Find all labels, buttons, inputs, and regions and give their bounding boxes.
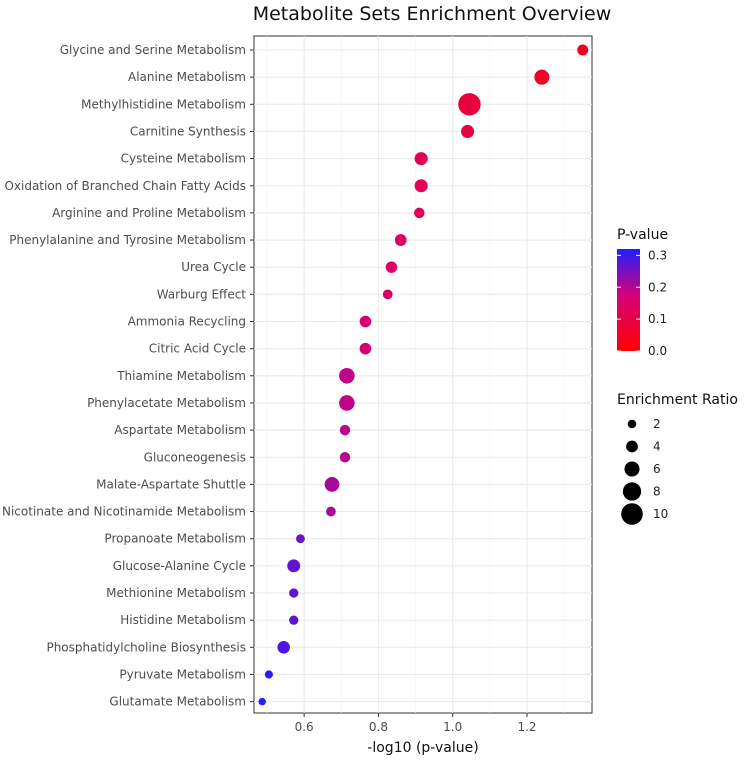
data-point: [277, 641, 291, 654]
plot-panel-border: [253, 35, 593, 714]
y-tick-label: Aspartate Metabolism: [114, 423, 246, 437]
pvalue-colorbar: [617, 249, 640, 351]
colorbar-tick-label: 0.3: [648, 248, 667, 262]
data-point: [385, 261, 398, 273]
data-point: [339, 424, 351, 436]
y-tick-label: Phenylalanine and Tyrosine Metabolism: [9, 233, 246, 247]
y-axis-ticks: [250, 49, 254, 703]
y-tick-label: Methionine Metabolism: [106, 586, 246, 600]
data-point: [339, 368, 355, 384]
data-point: [258, 697, 266, 706]
size-key-label: 4: [653, 440, 661, 454]
data-point: [577, 44, 589, 56]
size-key-dot: [622, 482, 642, 501]
size-key-label: 10: [653, 507, 668, 521]
data-points: [258, 44, 589, 706]
size-key-dot: [627, 419, 637, 429]
data-point: [289, 588, 299, 598]
y-axis-labels: Glycine and Serine Metabolism Alanine Met…: [2, 43, 246, 709]
data-point: [458, 93, 481, 116]
data-point: [289, 615, 299, 625]
x-tick-label: 0.8: [369, 720, 388, 734]
y-tick-label: Citric Acid Cycle: [149, 342, 246, 356]
data-point: [394, 234, 407, 246]
enrichment-ratio-legend-title: Enrichment Ratio: [617, 392, 738, 408]
y-tick-label: Glucose-Alanine Cycle: [113, 559, 246, 573]
y-tick-label: Carnitine Synthesis: [130, 124, 246, 138]
data-point: [414, 207, 425, 219]
y-tick-label: Urea Cycle: [181, 260, 246, 274]
y-tick-label: Propanoate Metabolism: [104, 532, 246, 546]
x-tick-label: 0.6: [295, 720, 314, 734]
enrichment-ratio-legend: Enrichment Ratio 2 4 6 8 10: [617, 392, 738, 525]
y-tick-label: Gluconeogenesis: [144, 450, 246, 464]
colorbar-tick-label: 0.2: [648, 280, 667, 294]
x-tick-label: 1.2: [517, 720, 536, 734]
size-key-dot: [621, 503, 643, 525]
minor-gridlines: [266, 36, 565, 713]
x-axis-title: -log10 (p-value): [367, 740, 478, 756]
size-key-dot: [624, 461, 640, 477]
size-key-label: 8: [653, 485, 661, 499]
y-tick-label: Arginine and Proline Metabolism: [52, 206, 246, 220]
data-point: [414, 152, 428, 166]
x-tick-label: 1.0: [443, 720, 462, 734]
y-tick-label: Cysteine Metabolism: [121, 152, 246, 166]
data-point: [264, 670, 273, 679]
chart-title: Metabolite Sets Enrichment Overview: [253, 3, 612, 25]
y-tick-label: Malate-Aspartate Shuttle: [96, 477, 246, 491]
colorbar-tick-label: 0.1: [648, 312, 667, 326]
data-point: [287, 559, 301, 573]
y-tick-label: Oxidation of Branched Chain Fatty Acids: [4, 179, 246, 193]
data-point: [324, 477, 340, 492]
y-tick-label: Histidine Metabolism: [120, 613, 246, 627]
pvalue-legend: P-value 0.3 0.2 0.1 0.0: [617, 227, 668, 358]
plot-panel: [253, 35, 593, 714]
data-point: [461, 124, 475, 138]
data-point: [359, 342, 372, 355]
data-point: [339, 395, 355, 411]
y-tick-label: Ammonia Recycling: [128, 315, 246, 329]
data-point: [296, 534, 305, 544]
y-tick-label: Alanine Metabolism: [128, 70, 246, 84]
size-key-label: 2: [653, 417, 661, 431]
y-tick-label: Phenylacetate Metabolism: [87, 396, 246, 410]
y-tick-label: Warburg Effect: [157, 287, 247, 301]
y-tick-label: Methylhistidine Metabolism: [81, 97, 246, 111]
data-point: [414, 179, 428, 193]
pvalue-legend-title: P-value: [617, 227, 668, 243]
pvalue-colorbar-ticks: 0.3 0.2 0.1 0.0: [617, 248, 667, 358]
y-tick-label: Glycine and Serine Metabolism: [60, 43, 246, 57]
x-axis: 0.6 0.8 1.0 1.2: [295, 713, 537, 734]
size-key-label: 6: [653, 462, 661, 476]
y-tick-label: Phosphatidylcholine Biosynthesis: [46, 640, 246, 654]
y-tick-label: Pyruvate Metabolism: [119, 667, 246, 681]
data-point: [325, 506, 336, 517]
data-point: [534, 69, 550, 85]
data-point: [359, 315, 372, 328]
y-tick-label: Nicotinate and Nicotinamide Metabolism: [2, 505, 246, 519]
y-tick-label: Glutamate Metabolism: [109, 695, 246, 709]
data-point: [382, 289, 393, 300]
size-key-dot: [626, 440, 638, 453]
data-point: [339, 452, 351, 463]
enrichment-ratio-keys: 2 4 6 8 10: [621, 417, 668, 525]
colorbar-tick-label: 0.0: [648, 344, 667, 358]
y-tick-label: Thiamine Metabolism: [116, 369, 246, 383]
